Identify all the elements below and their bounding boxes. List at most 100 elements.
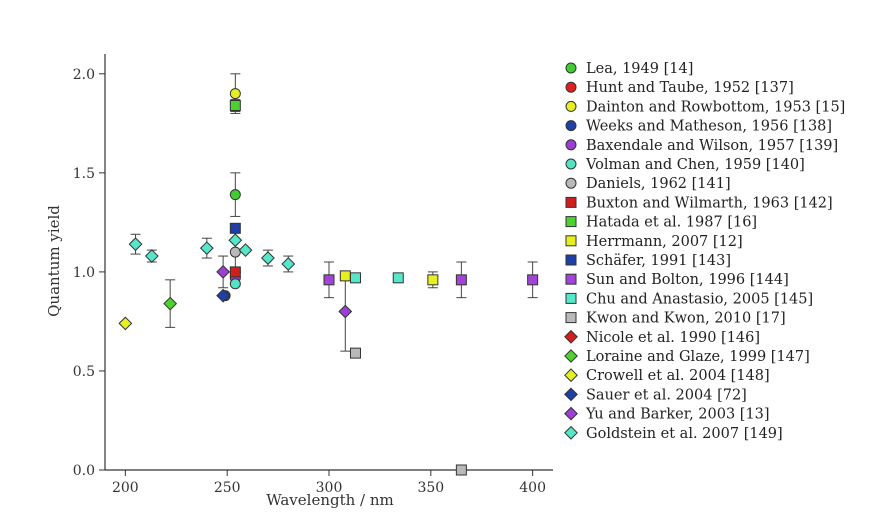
data-point: [229, 266, 241, 278]
y-tick-label: 1.5: [73, 166, 95, 182]
legend-item: Buxton and Wilmarth, 1963 [142]: [565, 195, 833, 211]
legend-item: Goldstein et al. 2007 [149]: [564, 425, 783, 442]
data-point: [339, 270, 351, 282]
legend-item: Dainton and Rowbottom, 1953 [15]: [565, 99, 845, 115]
data-point: [229, 278, 241, 290]
legend-item: Lea, 1949 [14]: [565, 61, 693, 77]
legend-marker: [565, 158, 577, 170]
legend-marker: [564, 329, 578, 344]
legend-item: Schäfer, 1991 [143]: [565, 253, 731, 269]
legend-item: Yu and Barker, 2003 [13]: [564, 406, 770, 423]
legend-marker: [565, 81, 577, 93]
data-point: [199, 241, 214, 256]
legend-label: Kwon and Kwon, 2010 [17]: [586, 311, 786, 327]
legend-label: Goldstein et al. 2007 [149]: [586, 426, 783, 442]
data-point: [229, 88, 241, 100]
legend-label: Crowell et al. 2004 [148]: [586, 368, 770, 384]
legend-item: Loraine and Glaze, 1999 [147]: [564, 349, 810, 365]
data-point: [163, 296, 178, 311]
x-axis-title: Wavelength / nm: [266, 491, 394, 509]
legend-marker: [565, 196, 577, 208]
legend-label: Hunt and Taube, 1952 [137]: [586, 80, 794, 96]
data-point: [229, 246, 241, 258]
legend-marker: [564, 349, 578, 363]
legend-label: Daniels, 1962 [141]: [586, 176, 731, 192]
legend-item: Baxendale and Wilson, 1957 [139]: [565, 138, 838, 154]
legend-item: Hatada et al. 1987 [16]: [565, 215, 757, 231]
legend-label: Buxton and Wilmarth, 1963 [142]: [586, 195, 833, 211]
legend-label: Weeks and Matheson, 1956 [138]: [586, 119, 832, 135]
legend-label: Lea, 1949 [14]: [586, 61, 693, 77]
data-point: [216, 288, 231, 303]
x-tick-label: 300: [316, 480, 343, 496]
legend-marker: [564, 387, 578, 402]
legend-item: Hunt and Taube, 1952 [137]: [565, 80, 794, 96]
legend-marker: [564, 425, 578, 440]
data-markers: [118, 88, 539, 476]
data-point: [455, 464, 467, 476]
data-point: [349, 347, 361, 359]
axes: 200 250 300 350 400 0.0 0.5 1.0 1.5 2.0: [73, 54, 553, 496]
data-point: [527, 274, 539, 286]
legend-item: Daniels, 1962 [141]: [565, 176, 731, 192]
legend-marker: [565, 62, 577, 74]
legend-label: Loraine and Glaze, 1999 [147]: [586, 349, 810, 365]
legend-marker: [565, 120, 577, 132]
data-point: [238, 243, 253, 258]
legend-marker: [565, 100, 577, 112]
legend-label: Dainton and Rowbottom, 1953 [15]: [586, 99, 845, 115]
data-point: [349, 272, 361, 284]
legend-label: Herrmann, 2007 [12]: [586, 234, 743, 250]
data-point: [427, 274, 439, 286]
legend-label: Baxendale and Wilson, 1957 [139]: [586, 138, 838, 154]
legend-label: Nicole et al. 1990 [146]: [586, 330, 760, 346]
legend-marker: [565, 139, 577, 151]
legend-label: Sun and Bolton, 1996 [144]: [586, 272, 789, 288]
data-point: [392, 272, 404, 284]
x-tick-label: 350: [417, 480, 444, 496]
data-point: [229, 189, 241, 201]
legend-label: Hatada et al. 1987 [16]: [586, 215, 757, 231]
data-point: [455, 274, 467, 286]
y-tick-label: 0.0: [73, 463, 95, 479]
legend-item: Kwon and Kwon, 2010 [17]: [565, 311, 786, 327]
x-tick-label: 400: [519, 480, 546, 496]
y-tick-label: 1.0: [73, 265, 95, 281]
x-tick-label: 200: [112, 480, 139, 496]
legend-item: Sun and Bolton, 1996 [144]: [565, 272, 789, 288]
legend-item: Sauer et al. 2004 [72]: [564, 387, 747, 403]
legend-marker: [565, 312, 577, 324]
legend-marker: [565, 254, 577, 266]
data-point: [128, 237, 143, 252]
data-point: [338, 304, 353, 319]
legend-marker: [564, 406, 578, 421]
legend-marker: [564, 368, 578, 383]
data-point: [281, 257, 296, 271]
data-point: [229, 222, 241, 234]
legend-item: Volman and Chen, 1959 [140]: [565, 157, 805, 173]
y-tick-label: 2.0: [73, 67, 95, 83]
legend-label: Sauer et al. 2004 [72]: [586, 387, 747, 403]
x-tick-label: 250: [214, 480, 241, 496]
legend-marker: [565, 177, 577, 189]
error-bars: [130, 73, 538, 352]
legend-marker: [565, 235, 577, 247]
legend-item: Weeks and Matheson, 1956 [138]: [565, 119, 832, 135]
data-point: [261, 251, 275, 265]
legend-label: Chu and Anastasio, 2005 [145]: [586, 291, 813, 307]
legend-marker: [565, 216, 577, 228]
y-tick-label: 0.5: [73, 364, 95, 380]
data-point: [229, 100, 241, 112]
legend-item: Nicole et al. 1990 [146]: [564, 329, 760, 346]
legend-item: Crowell et al. 2004 [148]: [564, 368, 770, 384]
legend-marker: [565, 292, 577, 304]
legend-item: Herrmann, 2007 [12]: [565, 234, 743, 250]
legend-item: Chu and Anastasio, 2005 [145]: [565, 291, 813, 307]
legend: Lea, 1949 [14] Hunt and Taube, 1952 [137]…: [564, 61, 845, 442]
data-point: [118, 316, 133, 331]
data-point: [144, 249, 159, 263]
legend-marker: [565, 273, 577, 285]
data-point: [323, 274, 335, 286]
legend-label: Volman and Chen, 1959 [140]: [585, 157, 805, 173]
